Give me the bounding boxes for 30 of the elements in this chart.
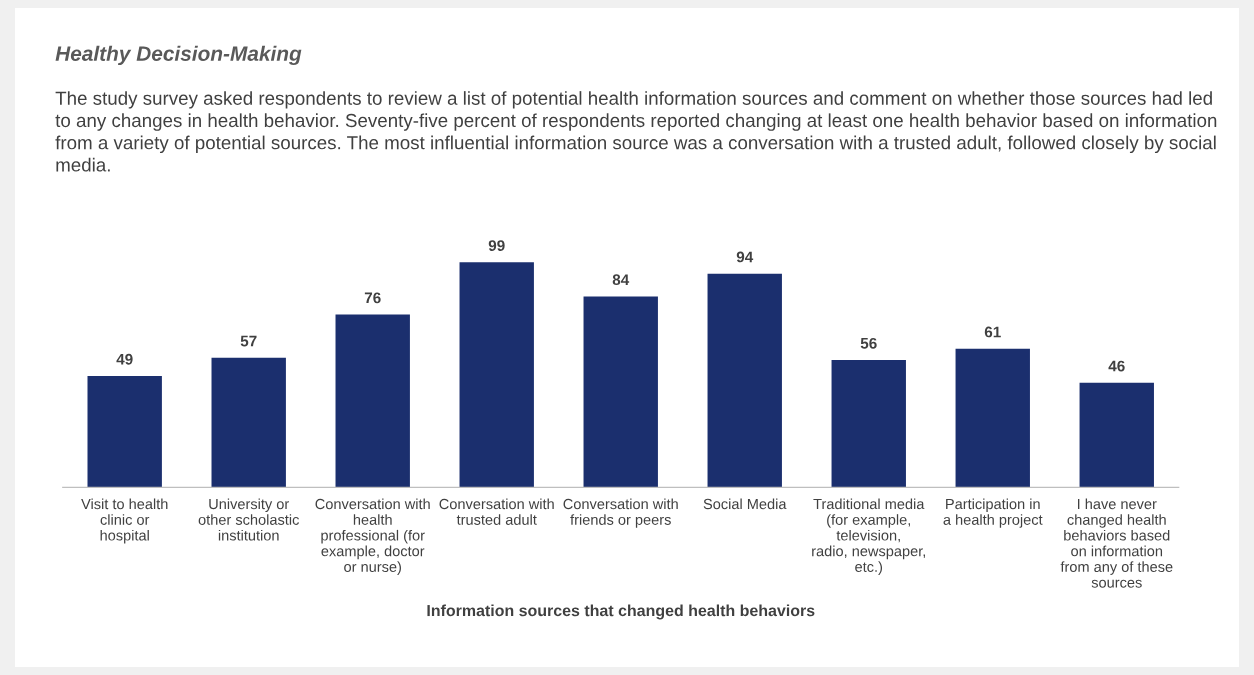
x-tick-label: Visit to health clinic or hospital: [81, 498, 168, 544]
x-tick-label: University or other scholastic institution: [198, 498, 299, 541]
bar: [1079, 382, 1154, 488]
data-label: 99: [488, 240, 505, 251]
x-tick-label: Participation in a health project: [943, 498, 1043, 528]
x-tick-label: I have never changed health behaviors based on information from any of these sources: [1060, 498, 1173, 588]
data-label: 56: [860, 337, 877, 349]
bar: [831, 360, 906, 488]
data-label: 46: [1108, 360, 1125, 372]
x-tick-label: Social Media: [703, 498, 787, 510]
data-label: 57: [240, 335, 257, 347]
data-label: 94: [736, 251, 754, 263]
data-label: 76: [364, 292, 381, 304]
data-label: 49: [116, 353, 133, 365]
x-tick-label: Traditional media (for example, television, radio, newspaper, etc.): [812, 498, 925, 575]
bar: [955, 348, 1030, 488]
bar: [87, 375, 162, 488]
chart-title: Healthy Decision-Making: [55, 45, 302, 66]
bar: [335, 314, 410, 488]
chart-subtitle: The study survey asked respondents to review a list of potential health information sources and comment on whether those sources had led to any changes in health behavior. Seventy-five percent of respondents reported changing at least one health behavior based on information from a variety of potential sources. The most influential information source was a conversation with a trusted adult, followed closely by social media.: [55, 91, 1217, 172]
data-label: 61: [984, 326, 1001, 338]
x-tick-label: Conversation with trusted adult: [439, 498, 554, 525]
bar: [211, 357, 286, 488]
x-axis-title: Information sources that changed health behaviors: [427, 604, 815, 620]
bar: [459, 262, 534, 488]
x-tick-label: Conversation with health professional (for example, doctor or nurse): [315, 498, 430, 575]
data-label: 84: [612, 274, 630, 286]
bar: [583, 296, 658, 488]
x-tick-label: Conversation with friends or peers: [563, 498, 678, 528]
bar: [707, 273, 782, 488]
